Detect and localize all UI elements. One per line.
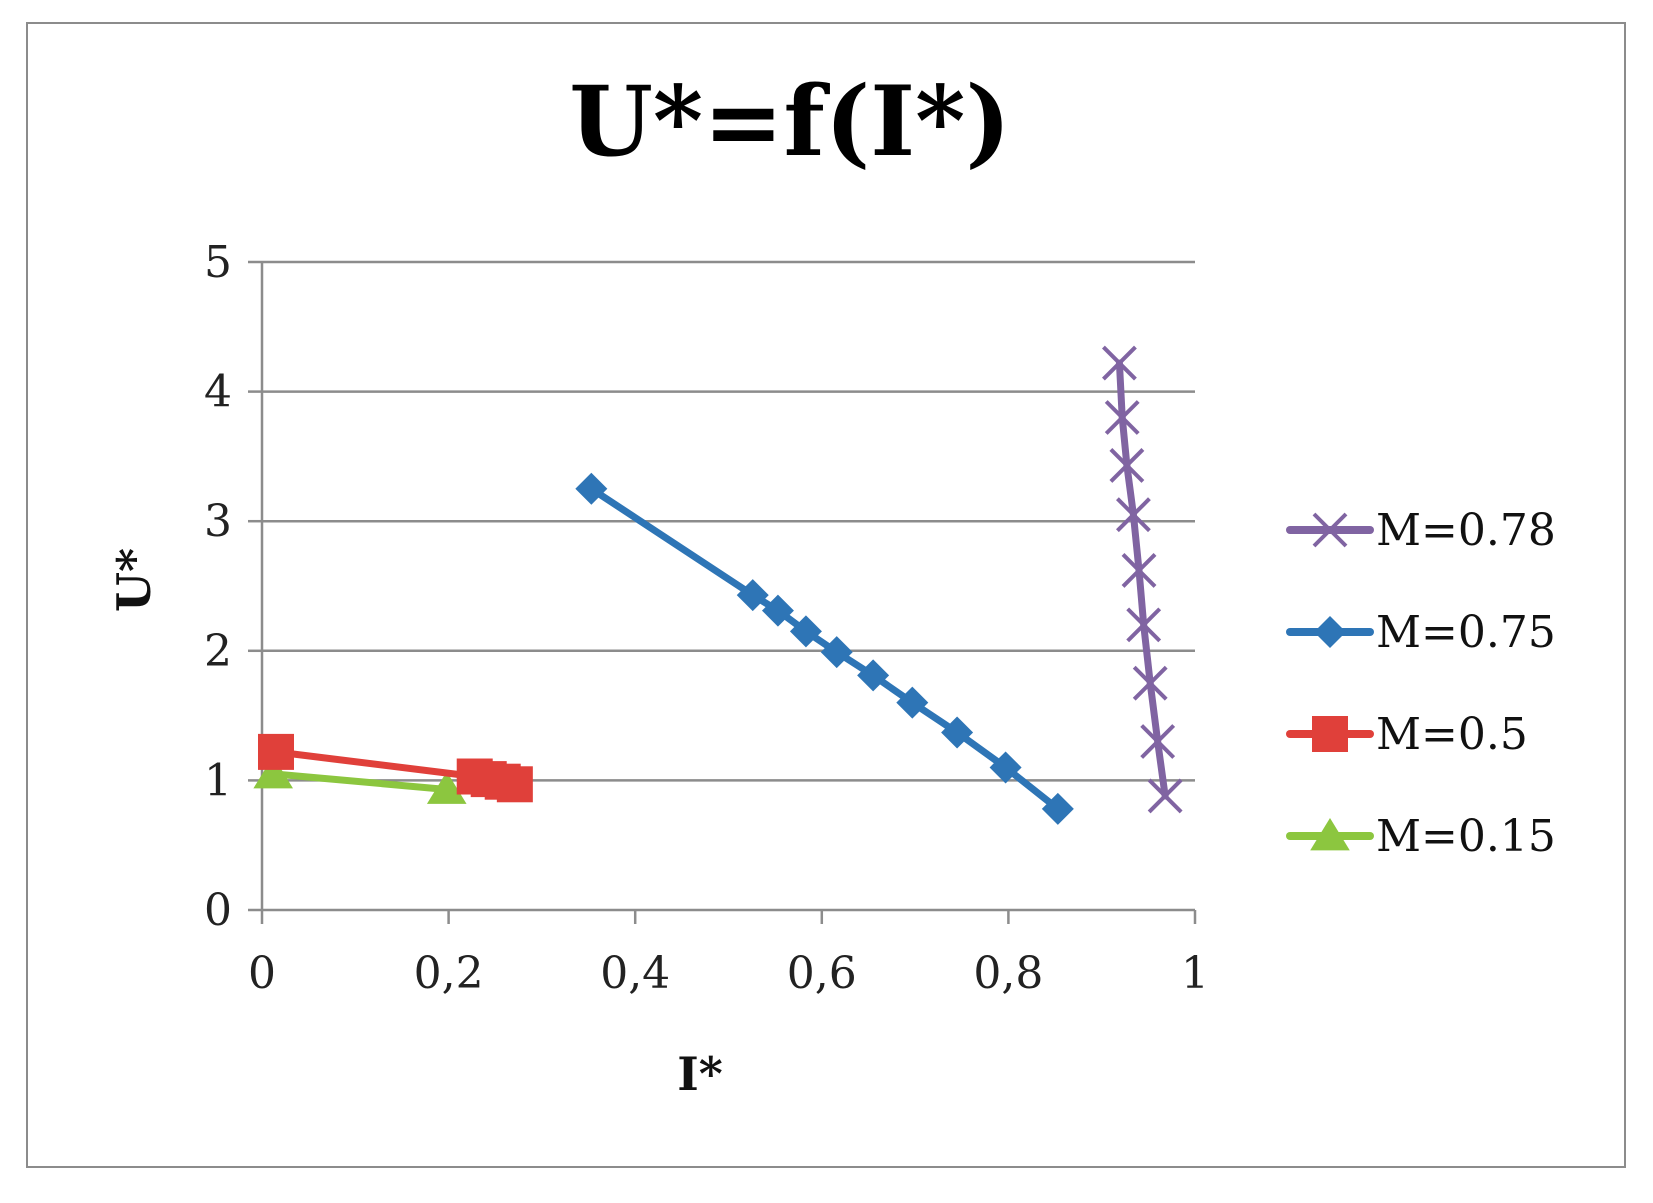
y-tick-label: 3	[204, 496, 232, 547]
y-axis-label: U*	[107, 548, 161, 612]
grid-lines	[262, 260, 1195, 782]
point-marker-triangle	[426, 771, 467, 804]
x-tick-label: 0,4	[600, 948, 670, 999]
point-marker-triangle	[253, 755, 293, 789]
point-marker-x	[1121, 553, 1157, 588]
point-marker-x	[1312, 512, 1348, 548]
legend-item: M=0.5	[1286, 709, 1528, 760]
point-marker-square	[496, 766, 533, 803]
point-marker-x	[1109, 448, 1145, 483]
series-line	[1115, 359, 1169, 800]
point-marker-diamond	[761, 594, 794, 627]
series-m-0-15	[253, 755, 467, 804]
point-marker-x	[1102, 345, 1137, 381]
chart-title: U*=f(I*)	[569, 65, 1011, 178]
point-marker-diamond	[789, 615, 822, 648]
series-m-0-5	[257, 733, 533, 803]
legend-label: M=0.5	[1376, 709, 1528, 760]
point-marker-x	[1104, 400, 1140, 435]
axes	[248, 260, 1197, 924]
series-line	[587, 485, 1062, 813]
series-line	[269, 770, 451, 793]
point-marker-x	[1116, 497, 1151, 533]
legend-item: M=0.15	[1286, 811, 1556, 862]
x-tick-label: 0	[248, 948, 276, 999]
chart-frame	[26, 22, 1626, 1168]
legend-label: M=0.75	[1376, 607, 1556, 658]
x-tick-label: 0,6	[787, 948, 857, 999]
point-marker-diamond	[575, 472, 608, 505]
legend-item: M=0.78	[1286, 505, 1556, 556]
point-marker-diamond	[820, 636, 853, 669]
point-marker-triangle	[1310, 818, 1350, 851]
point-marker-square	[1312, 716, 1348, 752]
legend-label: M=0.78	[1376, 505, 1556, 556]
legend-label: M=0.15	[1376, 811, 1556, 862]
y-tick-label: 0	[204, 885, 232, 936]
point-marker-diamond	[736, 579, 769, 612]
legend-item: M=0.75	[1286, 607, 1556, 658]
point-marker-diamond	[1041, 792, 1074, 825]
x-tick-label: 0,2	[414, 948, 484, 999]
point-marker-x	[1132, 665, 1168, 701]
legend: M=0.78 M=0.75 M=0.5 M=0.15	[1286, 505, 1556, 862]
point-marker-x	[1147, 778, 1183, 814]
series-m-0-78	[1102, 345, 1183, 814]
point-marker-diamond	[896, 686, 929, 719]
point-marker-diamond	[857, 659, 890, 692]
y-tick-label: 1	[204, 755, 232, 806]
tick-labels: 0 1 2 3 4 5 0 0,2 0,4 0,6 0,8 1	[204, 237, 1209, 999]
point-marker-diamond	[989, 751, 1022, 784]
point-marker-x	[1126, 607, 1162, 643]
point-marker-x	[1140, 724, 1176, 759]
x-tick-label: 1	[1181, 948, 1209, 999]
x-tick-label: 0,8	[973, 948, 1043, 999]
series-m-0-75	[575, 472, 1074, 825]
y-tick-label: 5	[204, 237, 232, 288]
series-layer	[253, 345, 1183, 825]
y-tick-label: 2	[204, 626, 232, 677]
point-marker-square	[257, 733, 294, 770]
point-marker-diamond	[1314, 616, 1346, 648]
x-axis-label: I*	[677, 1047, 723, 1101]
point-marker-diamond	[941, 716, 974, 749]
y-tick-label: 4	[204, 367, 232, 418]
